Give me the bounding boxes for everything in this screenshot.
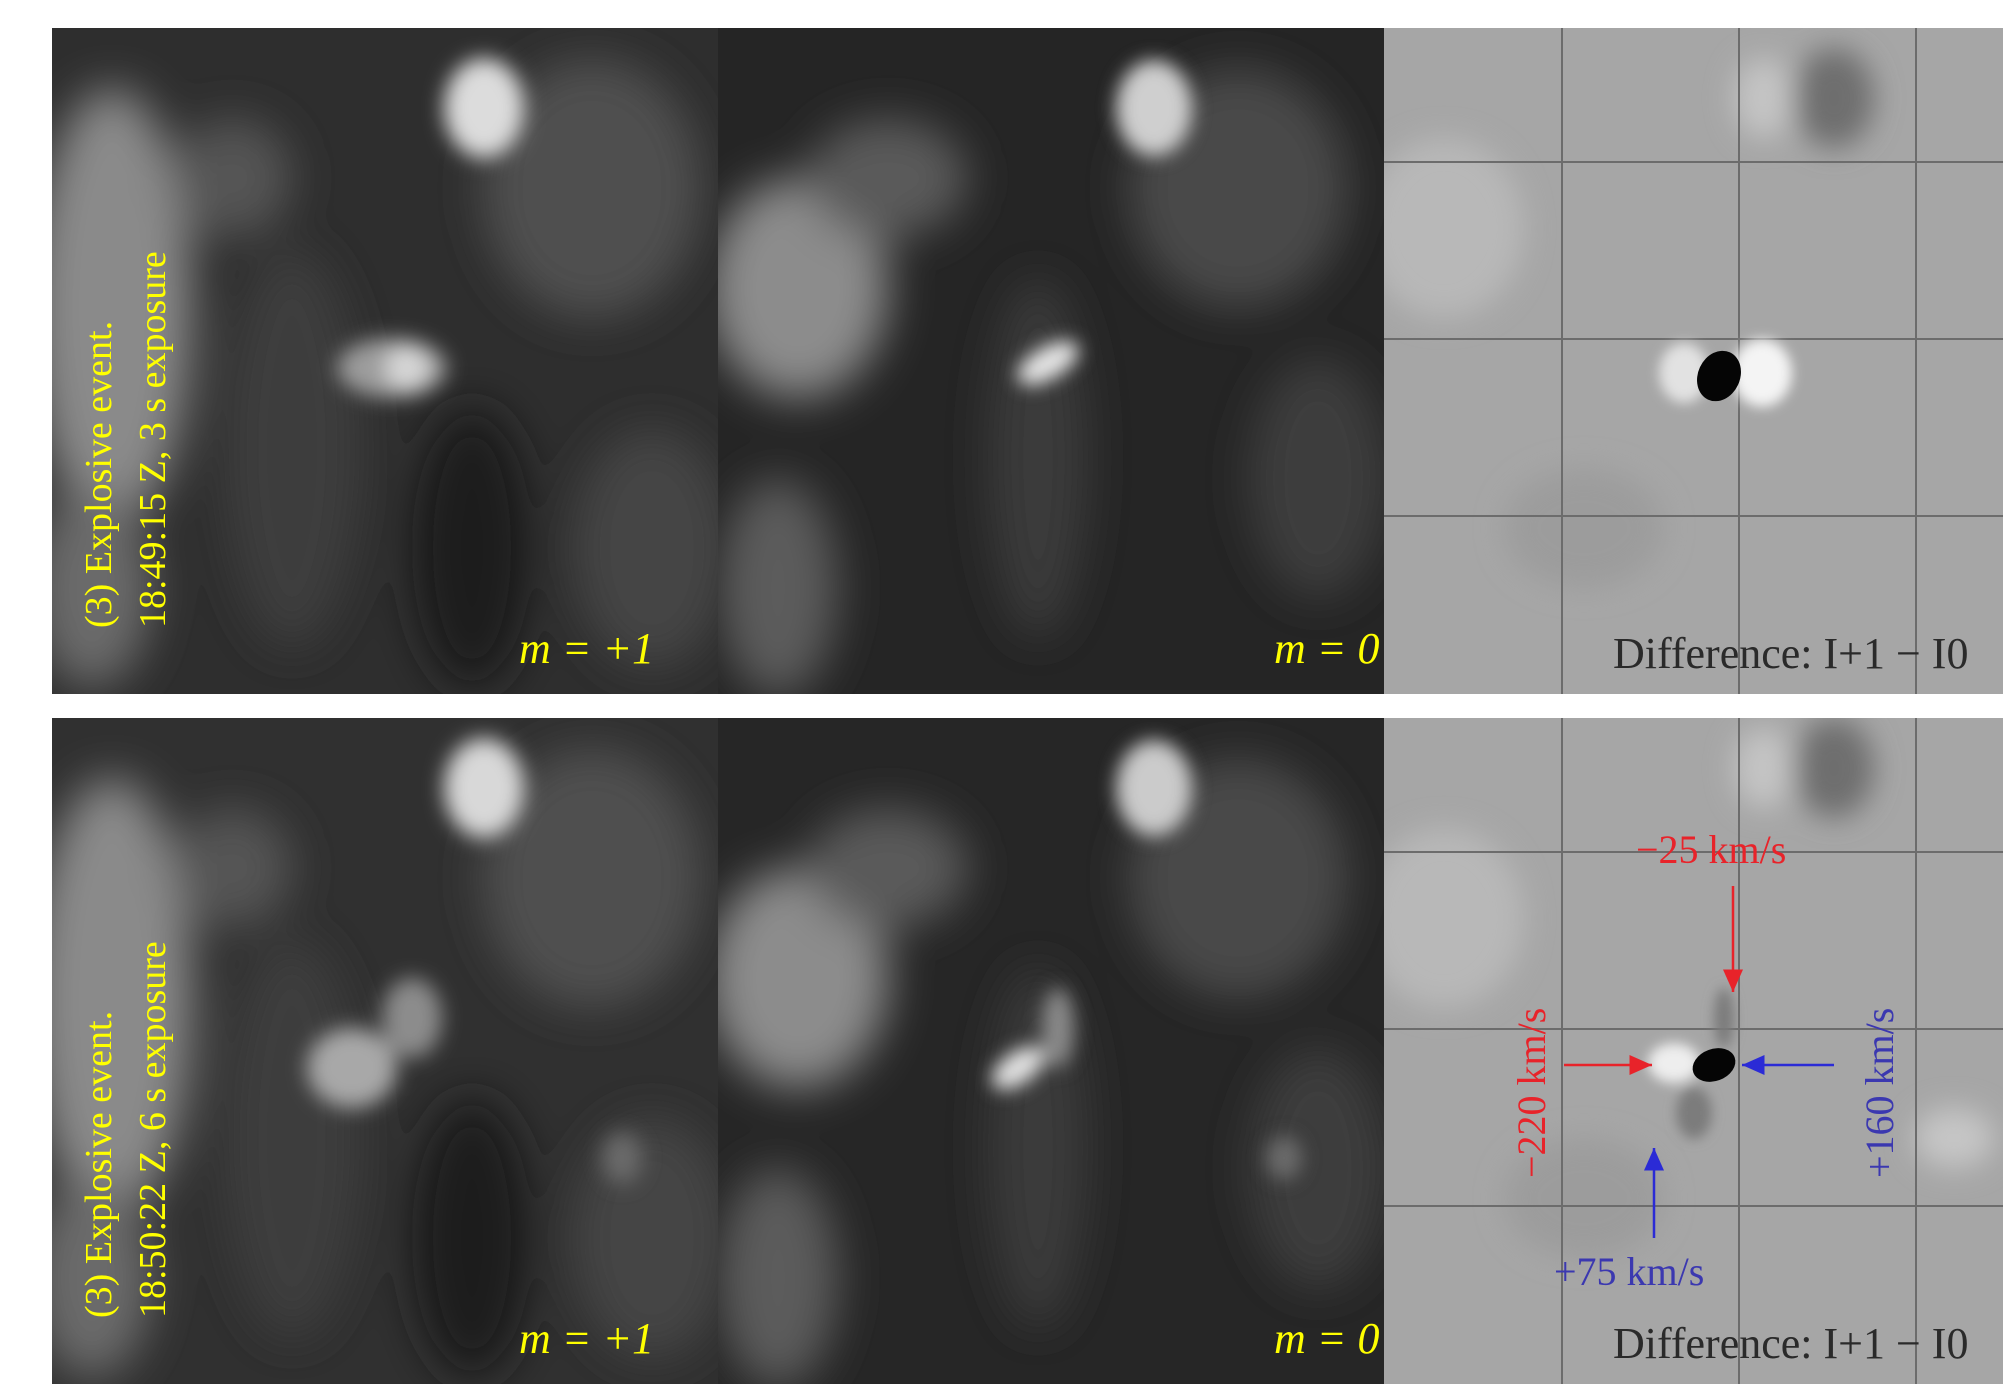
order-label-m-0: m = 0 [1274, 1314, 1380, 1363]
panel-title-line1: (3) Explosive event. [78, 1010, 120, 1318]
difference-label: Difference: I+1 − I0 [1613, 1319, 1969, 1368]
panel-title: (3) Explosive event. 18:49:15 Z, 3 s exp… [72, 251, 180, 628]
order-label-m-plus-1: m = +1 [519, 1314, 655, 1363]
panel-title-line1: (3) Explosive event. [78, 320, 120, 628]
dark-spot [1697, 350, 1741, 402]
velocity-label-bottom: +75 km/s [1554, 1249, 1705, 1294]
order-label-m-plus-1: m = +1 [519, 624, 655, 673]
row-explosive-event-6s: m = +1 (3) Explosive event. 18:50:22 Z, … [52, 718, 2003, 1384]
image-panel-m-0: m = 0 [718, 28, 1384, 694]
panel-title-line2: 18:49:15 Z, 3 s exposure [132, 251, 174, 628]
difference-label: Difference: I+1 − I0 [1613, 629, 1969, 678]
solar-image-m-0 [718, 718, 1384, 1384]
image-panel-m-0: m = 0 [718, 718, 1384, 1384]
difference-image [1384, 718, 2003, 1384]
grid [1384, 718, 2003, 1384]
image-panel-m-plus-1: m = +1 (3) Explosive event. 18:49:15 Z, … [52, 28, 718, 694]
difference-panel: −25 km/s −220 km/s +160 km/s +75 km/s [1384, 718, 2003, 1384]
difference-image [1384, 28, 2003, 694]
solar-image-m-plus-1 [52, 28, 718, 694]
dark-spot [1692, 1048, 1736, 1082]
image-panel-m-plus-1: m = +1 (3) Explosive event. 18:50:22 Z, … [52, 718, 718, 1384]
row-explosive-event-3s: m = +1 (3) Explosive event. 18:49:15 Z, … [52, 28, 2003, 694]
velocity-label-left: −220 km/s [1509, 1007, 1554, 1178]
solar-image-m-plus-1 [52, 718, 718, 1384]
velocity-arrows [1564, 886, 1834, 1238]
order-label-m-0: m = 0 [1274, 624, 1380, 673]
panel-title-line2: 18:50:22 Z, 6 s exposure [132, 941, 174, 1318]
solar-image-m-0 [718, 28, 1384, 694]
panel-title: (3) Explosive event. 18:50:22 Z, 6 s exp… [72, 941, 180, 1318]
velocity-label-top: −25 km/s [1636, 827, 1787, 872]
velocity-label-right: +160 km/s [1857, 1007, 1902, 1178]
difference-panel [1384, 28, 2003, 694]
